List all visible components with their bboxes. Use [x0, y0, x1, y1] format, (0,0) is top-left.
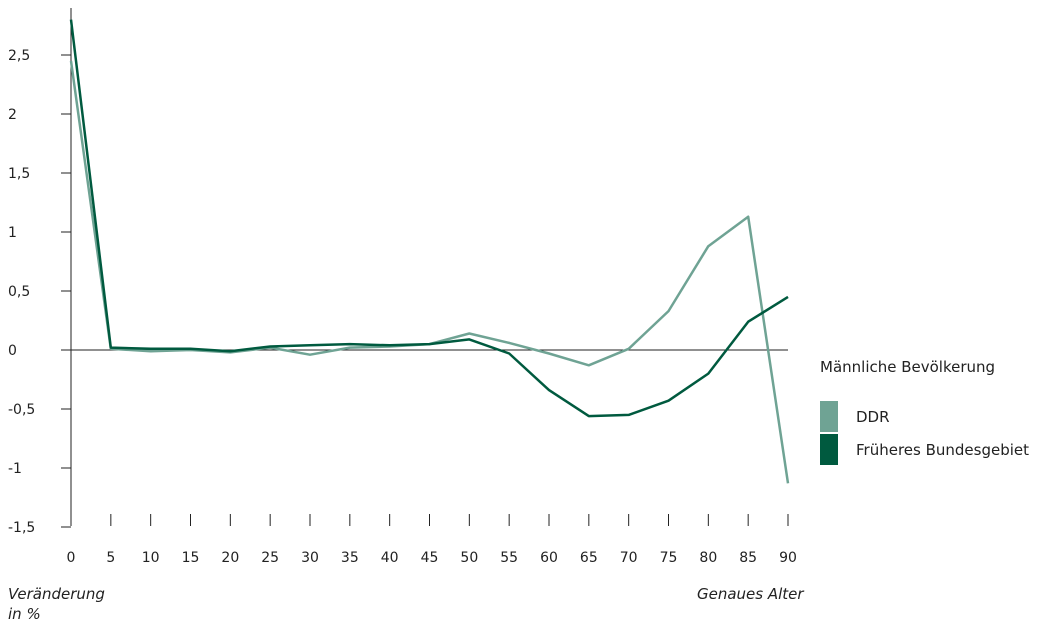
x-tick-label: 25 [261, 550, 279, 566]
y-tick-label: 2,5 [8, 48, 30, 64]
y-tick-label: 1 [8, 225, 17, 241]
x-tick-label: 45 [421, 550, 439, 566]
legend-label-ddr: DDR [856, 407, 890, 426]
x-tick-label: 35 [341, 550, 359, 566]
y-tick-label: 0 [8, 343, 17, 359]
legend-swatch-ddr [820, 401, 838, 432]
y-tick-label: 1,5 [8, 166, 30, 182]
legend-label-frueheres-bundesgebiet: Früheres Bundesgebiet [856, 440, 1030, 459]
x-tick-label: 20 [221, 550, 239, 566]
legend-item-frueheres-bundesgebiet: Früheres Bundesgebiet [820, 433, 1029, 466]
y-axis-label: Veränderung in % [8, 585, 105, 623]
x-tick-label: 0 [67, 550, 76, 566]
y-tick-label: 0,5 [8, 284, 30, 300]
x-tick-label: 65 [580, 550, 598, 566]
x-tick-label: 40 [381, 550, 399, 566]
y-tick-label: -1,5 [8, 520, 35, 536]
y-tick-label: -1 [8, 461, 22, 477]
y-tick-label: 2 [8, 107, 17, 123]
x-tick-label: 85 [739, 550, 757, 566]
x-tick-label: 75 [660, 550, 678, 566]
x-tick-label: 30 [301, 550, 319, 566]
x-tick-label: 50 [460, 550, 478, 566]
legend-item-ddr: DDR [820, 400, 1029, 433]
x-tick-label: 70 [620, 550, 638, 566]
x-tick-label: 60 [540, 550, 558, 566]
x-tick-label: 55 [500, 550, 518, 566]
x-axis-label: Genaues Alter [697, 585, 804, 603]
x-tick-label: 15 [182, 550, 200, 566]
series-line-frueheres-bundesgebiet [69, 19, 789, 418]
legend-title: Männliche Bevölkerung [820, 358, 996, 376]
x-tick-label: 90 [779, 550, 797, 566]
x-tick-label: 5 [106, 550, 115, 566]
legend-swatch-frueheres-bundesgebiet [820, 434, 838, 465]
series-line-ddr [69, 60, 790, 484]
y-tick-label: -0,5 [8, 402, 35, 418]
x-tick-label: 80 [699, 550, 717, 566]
x-tick-label: 10 [142, 550, 160, 566]
legend: Männliche Bevölkerung DDR Früheres Bunde… [820, 358, 1029, 466]
